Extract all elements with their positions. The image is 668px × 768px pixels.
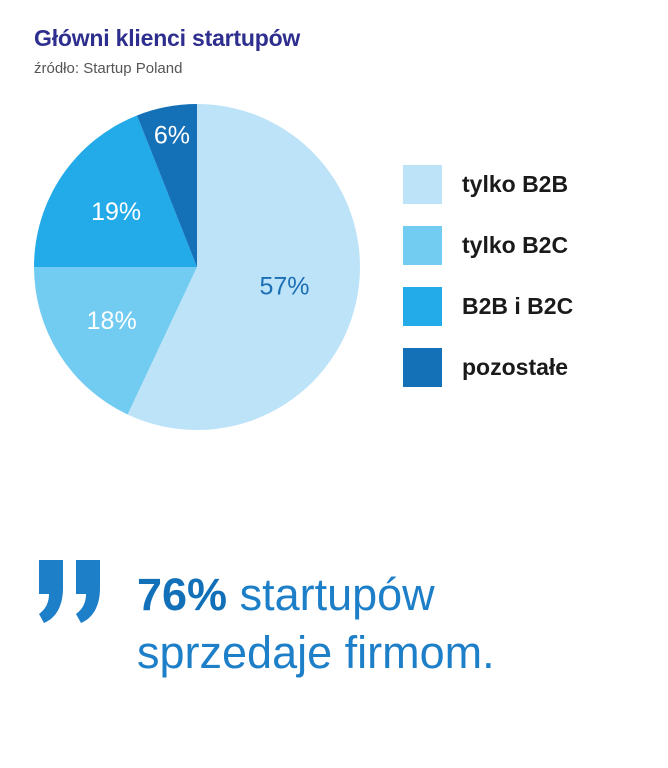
pie-slice [34, 267, 197, 415]
legend-item-other: pozostałe [403, 348, 643, 387]
legend-swatch [403, 287, 442, 326]
slice-value-label: 6% [154, 122, 190, 150]
quote-line-1-rest: startupów [227, 569, 435, 620]
quote-line-1: 76% startupów [137, 566, 495, 624]
slice-value-label: 19% [91, 198, 141, 226]
legend-swatch [403, 226, 442, 265]
chart-legend: tylko B2B tylko B2C B2B i B2C pozostałe [403, 165, 643, 409]
legend-item-b2c: tylko B2C [403, 226, 643, 265]
legend-label: tylko B2B [462, 171, 569, 197]
chart-source: źródło: Startup Poland [34, 60, 183, 77]
slice-value-label: 57% [259, 273, 309, 301]
pie-slice [127, 104, 360, 430]
quotation-mark-icon [39, 560, 100, 623]
legend-label: B2B i B2C [462, 293, 574, 319]
quote-line-2: sprzedaje firmom. [137, 627, 495, 678]
legend-swatch [403, 348, 442, 387]
legend-swatch [403, 165, 442, 204]
pie-chart: 57% 18% 19% 6% [34, 104, 360, 430]
quote-highlight: 76% [137, 569, 228, 620]
quote-text: 76% startupów sprzedaje firmom. [137, 566, 495, 682]
legend-label: tylko B2C [462, 232, 569, 258]
legend-item-b2b: tylko B2B [403, 165, 643, 204]
legend-label: pozostałe [462, 354, 569, 380]
pie-slice [34, 115, 197, 267]
slice-value-label: 18% [87, 307, 137, 335]
pie-slice [136, 104, 197, 267]
legend-item-b2b-b2c: B2B i B2C [403, 287, 643, 326]
chart-title: Główni klienci startupów [34, 25, 301, 51]
